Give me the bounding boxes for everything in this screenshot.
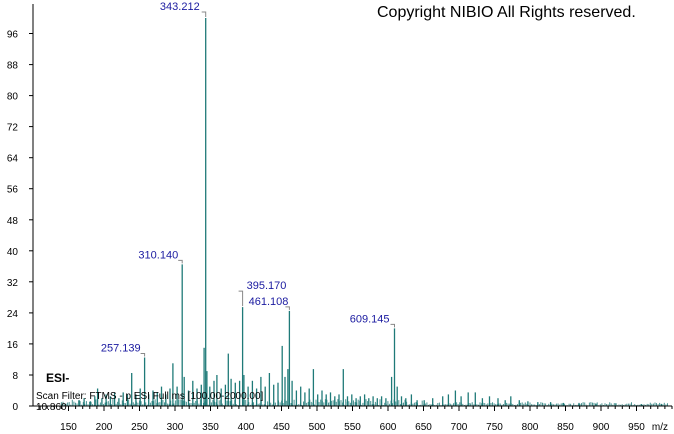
y-tick-label: 40 [7, 247, 19, 258]
peak-label: 395.170 [247, 280, 287, 292]
x-ticks: 150 200 250 300 350 400 450 500 550 600 650 700 750 8… [39, 406, 673, 433]
x-tick-label: 300 [167, 422, 184, 433]
spectrum-peaks [78, 18, 663, 406]
x-tick-label: 950 [628, 422, 645, 433]
copyright-notice: Copyright NIBIO All Rights reserved. [377, 4, 636, 21]
x-tick-label: 850 [557, 422, 574, 433]
x-tick-label: 750 [486, 422, 503, 433]
peak-annotations: 343.212 310.140 257.139 395.170 461.108 609.1… [101, 1, 395, 357]
x-axis-label: m/z [652, 422, 668, 433]
x-tick-label: 350 [202, 422, 219, 433]
y-tick-label: 24 [7, 309, 19, 320]
x-tick-label: 650 [415, 422, 432, 433]
peak-label: 257.139 [101, 343, 141, 355]
x-tick-label: 400 [238, 422, 255, 433]
ion-mode-label: ESI- [46, 371, 70, 385]
y-ticks: 0 8 16 24 32 40 48 56 64 72 80 88 96 [7, 30, 33, 413]
y-tick-label: 0 [12, 402, 18, 413]
y-tick-label: 88 [7, 61, 19, 72]
annotation-bracket [201, 11, 207, 17]
x-tick-label: 600 [380, 422, 397, 433]
peak-label: 461.108 [249, 296, 289, 308]
peak-label: 310.140 [138, 249, 178, 261]
y-tick-label: 56 [7, 185, 19, 196]
y-tick-label: 16 [7, 340, 19, 351]
annotation-bracket [238, 290, 244, 307]
peak-label: 343.212 [160, 1, 200, 13]
y-tick-label: 48 [7, 216, 19, 227]
x-tick-label: 250 [131, 422, 148, 433]
y-tick-label: 80 [7, 92, 19, 103]
y-tick-label: 72 [7, 123, 19, 134]
x-tick-label: 200 [96, 422, 113, 433]
y-tick-label: 32 [7, 278, 19, 289]
annotation-bracket [285, 306, 290, 310]
peak-label: 609.145 [350, 313, 390, 325]
x-tick-label: 500 [309, 422, 326, 433]
x-tick-label: 800 [522, 422, 539, 433]
y-tick-label: 96 [7, 30, 19, 41]
scan-filter-text: Scan Filter: FTMS - p ESI Full ms [100.0… [36, 391, 264, 402]
x-tick-label: 900 [593, 422, 610, 433]
annotation-bracket [178, 259, 183, 264]
x-tick-label: 550 [344, 422, 361, 433]
annotation-bracket [140, 353, 146, 357]
y-tick-label: 64 [7, 154, 19, 165]
x-tick-label: 700 [451, 422, 468, 433]
x-tick-label: 150 [60, 422, 77, 433]
annotation-bracket [390, 323, 395, 328]
y-tick-label: 8 [12, 371, 18, 382]
x-tick-label: 450 [273, 422, 290, 433]
retention-time-text: 10.860 [36, 402, 67, 413]
